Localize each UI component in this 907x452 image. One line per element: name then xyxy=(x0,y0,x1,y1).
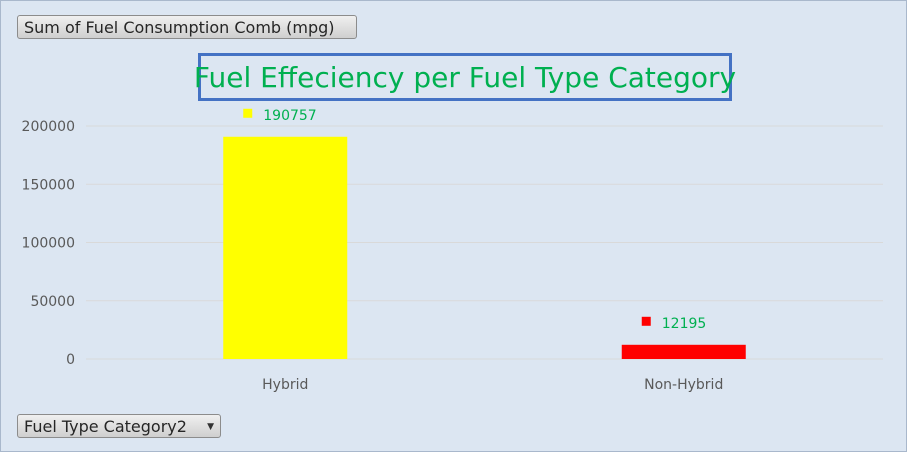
bar-hybrid[interactable] xyxy=(223,136,348,359)
y-tick-label: 200000 xyxy=(22,119,75,135)
y-tick-label: 150000 xyxy=(22,177,75,193)
bar-non-hybrid[interactable] xyxy=(621,344,746,359)
x-tick-label: Non-Hybrid xyxy=(644,377,723,393)
chart-title: Fuel Effeciency per Fuel Type Category xyxy=(193,60,737,94)
data-label-marker xyxy=(243,108,253,118)
data-label: 12195 xyxy=(662,316,707,332)
chart-title-box[interactable]: Fuel Effeciency per Fuel Type Category xyxy=(194,53,736,101)
data-label-marker xyxy=(641,316,651,326)
axis-field-button[interactable]: Fuel Type Category2 ▼ xyxy=(17,414,221,438)
axis-field-label: Fuel Type Category2 xyxy=(24,417,187,436)
y-tick-label: 50000 xyxy=(30,294,75,310)
dropdown-arrow-icon[interactable]: ▼ xyxy=(207,422,214,432)
y-tick-label: 100000 xyxy=(22,236,75,252)
y-tick-label: 0 xyxy=(66,352,75,368)
data-label: 190757 xyxy=(263,108,316,124)
value-field-button[interactable]: Sum of Fuel Consumption Comb (mpg) xyxy=(17,15,357,39)
x-tick-label: Hybrid xyxy=(262,377,308,393)
